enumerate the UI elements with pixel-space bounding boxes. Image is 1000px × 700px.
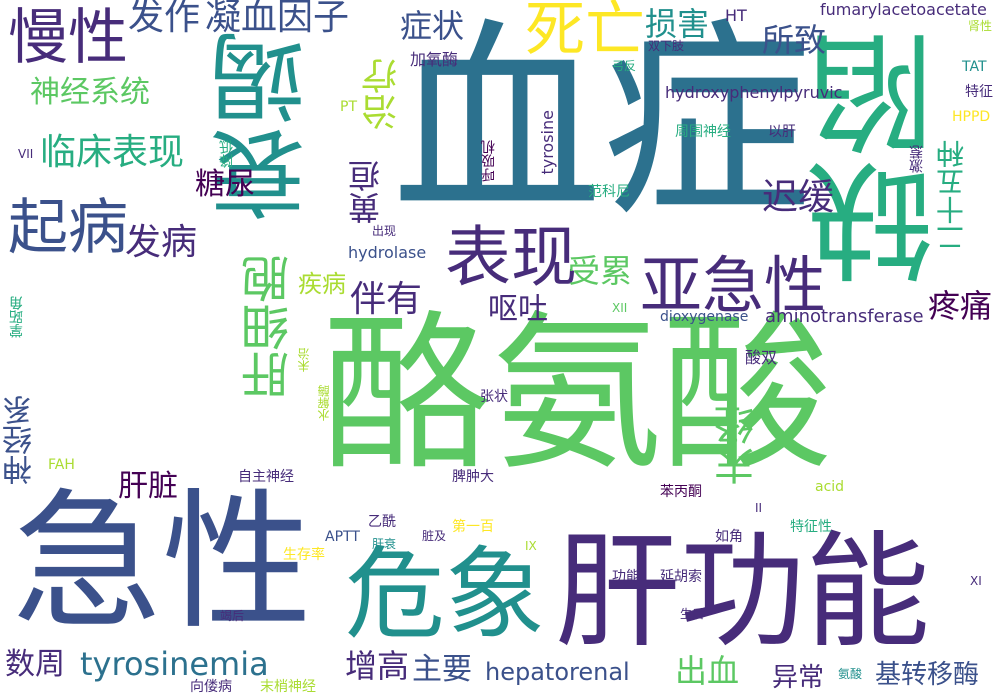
word-ansuan: 氨酸 xyxy=(838,667,863,681)
word-jiangdi: 降低 xyxy=(219,140,235,168)
word-jire: 激惹 xyxy=(909,145,925,173)
word-diyibai: 第一百 xyxy=(452,519,494,535)
word-banyou: 伴有 xyxy=(350,279,423,320)
word-shengcunlv: 生存率 xyxy=(283,547,325,563)
word-rujiao: 如角 xyxy=(715,529,743,545)
word-pt: PT xyxy=(340,99,357,115)
word-fazuo: 发作 xyxy=(128,0,201,38)
word-mojing: 末经 xyxy=(715,405,761,485)
word-weixiang: 危象 xyxy=(345,536,545,653)
word-biaoxian: 表现 xyxy=(445,219,577,296)
word-tangniao: 糖尿 xyxy=(195,167,255,202)
word-jibing: 疾病 xyxy=(298,270,346,298)
word-hepatorenal: hepatorenal xyxy=(485,658,630,686)
word-hydroxyphenylpyruvic: hydroxyphenylpyruvic xyxy=(665,83,843,102)
word-shuijiemei: 水解酶 xyxy=(317,385,331,421)
word-gongfan: 弓反 xyxy=(612,59,637,73)
word-vii: VII xyxy=(18,147,34,161)
word-zhengzhuang: 症状 xyxy=(400,7,465,45)
word-zhouweishenjing: 周围神经 xyxy=(675,124,731,140)
word-acid: acid xyxy=(815,479,845,495)
word-xi: XI xyxy=(970,574,982,588)
word-ershiwuzhong: 二十五种 xyxy=(935,140,968,252)
word-ganxibao: 肝细胞 xyxy=(242,255,298,399)
word-weizhi: 未治 xyxy=(297,348,311,372)
word-laoansuan: 酪氨酸 xyxy=(322,296,833,494)
word-shenjingxi: 神经系 xyxy=(3,395,38,485)
word-pizhongda: 脾肿大 xyxy=(452,469,494,485)
word-zhangzhijiao: 掌跖角 xyxy=(9,296,25,338)
word-dioxygenase: dioxygenase xyxy=(660,309,749,325)
word-tyrosine: tyrosine xyxy=(538,110,557,175)
word-jizhuanyimei: 基转移酶 xyxy=(875,660,980,690)
word-outu: 呕吐 xyxy=(488,292,548,327)
word-jiehou: 竭后 xyxy=(220,609,245,623)
word-ningxueyinzi: 凝血因子 xyxy=(205,0,350,38)
word-aptt: APTT xyxy=(325,529,360,545)
word-shoulei: 受累 xyxy=(568,252,633,290)
word-siwang: 死亡 xyxy=(525,0,645,65)
word-yanhusuo: 延胡索 xyxy=(660,569,702,585)
word-zhuyao: 主要 xyxy=(412,652,472,687)
word-huangdan: 黄疸 xyxy=(347,160,385,224)
word-ganshuai: 肝衰 xyxy=(372,537,397,551)
word-moshaoshenjing: 末梢神经 xyxy=(260,679,316,695)
word-ix: IX xyxy=(525,539,537,553)
word-zhangzhuang: 张状 xyxy=(480,389,508,405)
word-qibing: 起病 xyxy=(8,193,128,263)
word-tengtong: 疼痛 xyxy=(928,287,993,325)
word-shuangxiazhi: 双下肢 xyxy=(648,39,685,53)
word-tat: TAT xyxy=(962,59,987,75)
word-tezhengxing: 特征性 xyxy=(790,519,832,535)
word-tyrosinemia: tyrosinemia xyxy=(80,645,269,683)
word-zangji: 脏及 xyxy=(422,529,447,543)
word-ganzang: 肝脏 xyxy=(118,469,178,504)
word-suozhi: 所致 xyxy=(762,21,827,59)
word-hydrolase: hydrolase xyxy=(348,243,427,262)
word-jiayangmei: 加氧酶 xyxy=(410,50,459,69)
word-chuxian: 出现 xyxy=(372,224,397,238)
word-chuxue: 出血 xyxy=(675,652,740,690)
word-shuzhou: 数周 xyxy=(5,647,65,682)
word-shenghou: 生后 xyxy=(680,607,705,621)
word-xuezheng: 血症 xyxy=(392,0,813,245)
word-gongneng: 功能 xyxy=(612,569,640,585)
word-yixian: 乙酰 xyxy=(368,514,396,530)
word-quexian: 缺陷 xyxy=(807,30,956,286)
word-linchuangbiaoxian: 临床表现 xyxy=(40,132,185,173)
word-xii: XII xyxy=(612,301,628,315)
word-aminotransferase: aminotransferase xyxy=(765,306,924,327)
word-huxiji: 呼吸机 xyxy=(481,140,497,182)
word-zenggao: 增高 xyxy=(345,647,410,685)
word-jixing: 急性 xyxy=(12,476,313,650)
word-benbingtong: 苯丙酮 xyxy=(660,484,702,500)
word-fumarylacetoacetate: fumarylacetoacetate xyxy=(820,0,987,19)
word-shenxing: 肾性 xyxy=(968,19,993,33)
word-manxing: 慢性 xyxy=(8,3,128,73)
word-ht: HT xyxy=(725,6,747,25)
word-sunhai: 损害 xyxy=(645,5,710,43)
word-fabing: 发病 xyxy=(125,222,198,263)
word-yigan: 以肝 xyxy=(768,124,796,140)
word-fah: FAH xyxy=(48,457,75,473)
word-yichang: 异常 xyxy=(772,663,825,693)
word-gangongneng: 肝功能 xyxy=(555,520,930,665)
word-shenjingxitong: 神经系统 xyxy=(30,75,150,110)
word-suanshuang: 酸双 xyxy=(745,348,778,367)
word-yajixing: 亚急性 xyxy=(640,249,827,322)
word-xianglou: 向偻病 xyxy=(190,679,232,695)
word-ii: II xyxy=(755,501,763,515)
word-tezheng: 特征 xyxy=(965,84,993,100)
word-zizhushenjing: 自主神经 xyxy=(238,469,294,485)
word-fankeni: 范科尼 xyxy=(588,184,630,200)
word-zhiliao: 治疗 xyxy=(362,58,403,130)
word-chihuan: 迟缓 xyxy=(762,177,835,218)
word-hppd: HPPD xyxy=(952,109,991,125)
